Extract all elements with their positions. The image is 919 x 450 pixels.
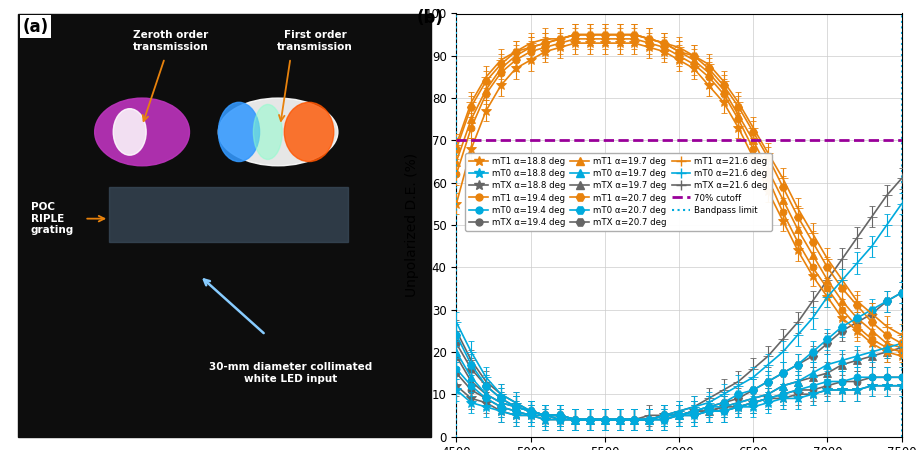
- Ellipse shape: [113, 109, 146, 155]
- Text: POC
RIPLE
grating: POC RIPLE grating: [30, 202, 74, 235]
- Legend: mT1 α=18.8 deg, mT0 α=18.8 deg, mTX α=18.8 deg, mT1 α=19.4 deg, mT0 α=19.4 deg, : mT1 α=18.8 deg, mT0 α=18.8 deg, mTX α=18…: [465, 153, 771, 231]
- Bar: [109, 187, 347, 242]
- Ellipse shape: [218, 98, 337, 166]
- Ellipse shape: [284, 102, 334, 162]
- Y-axis label: Unpolarized D.E. (%): Unpolarized D.E. (%): [404, 153, 418, 297]
- Text: (a): (a): [22, 18, 49, 36]
- Text: First order
transmission: First order transmission: [277, 30, 353, 52]
- Text: (b): (b): [416, 9, 443, 27]
- Text: Zeroth order
transmission: Zeroth order transmission: [133, 30, 209, 52]
- Ellipse shape: [253, 104, 282, 159]
- Text: 30-mm diameter collimated
white LED input: 30-mm diameter collimated white LED inpu…: [209, 363, 371, 384]
- Ellipse shape: [218, 102, 259, 162]
- Ellipse shape: [95, 98, 189, 166]
